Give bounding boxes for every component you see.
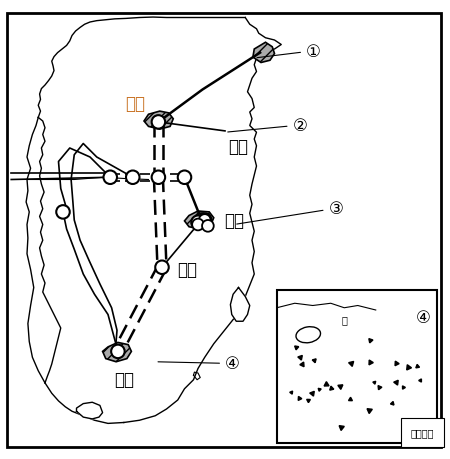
Polygon shape: [230, 288, 250, 322]
Polygon shape: [184, 212, 214, 230]
Circle shape: [199, 215, 211, 226]
Circle shape: [195, 214, 208, 227]
Text: ②: ②: [228, 117, 307, 134]
Polygon shape: [103, 343, 131, 362]
Circle shape: [111, 345, 125, 358]
Bar: [277, 290, 436, 443]
Text: 广州: 广州: [114, 370, 134, 388]
Text: ③: ③: [237, 200, 343, 224]
Text: 上海: 上海: [224, 212, 244, 230]
Text: 南海诸岛: 南海诸岛: [411, 427, 434, 437]
Circle shape: [192, 219, 204, 231]
Polygon shape: [253, 43, 274, 63]
Text: ①: ①: [257, 43, 321, 61]
Circle shape: [198, 214, 212, 227]
Circle shape: [104, 171, 117, 185]
Text: ④: ④: [158, 355, 240, 373]
Circle shape: [202, 220, 214, 232]
Circle shape: [152, 171, 165, 185]
Circle shape: [56, 206, 70, 219]
Polygon shape: [144, 112, 173, 130]
Circle shape: [178, 171, 191, 185]
Text: 大连: 大连: [229, 137, 248, 156]
Ellipse shape: [296, 327, 320, 343]
Circle shape: [126, 171, 140, 185]
Polygon shape: [76, 403, 103, 419]
Circle shape: [191, 216, 205, 230]
Circle shape: [152, 116, 165, 129]
Text: 南昌: 南昌: [177, 261, 197, 279]
Text: ④: ④: [415, 308, 431, 326]
Text: 州: 州: [341, 314, 347, 325]
Circle shape: [155, 261, 169, 274]
Text: 北京: 北京: [125, 95, 145, 113]
